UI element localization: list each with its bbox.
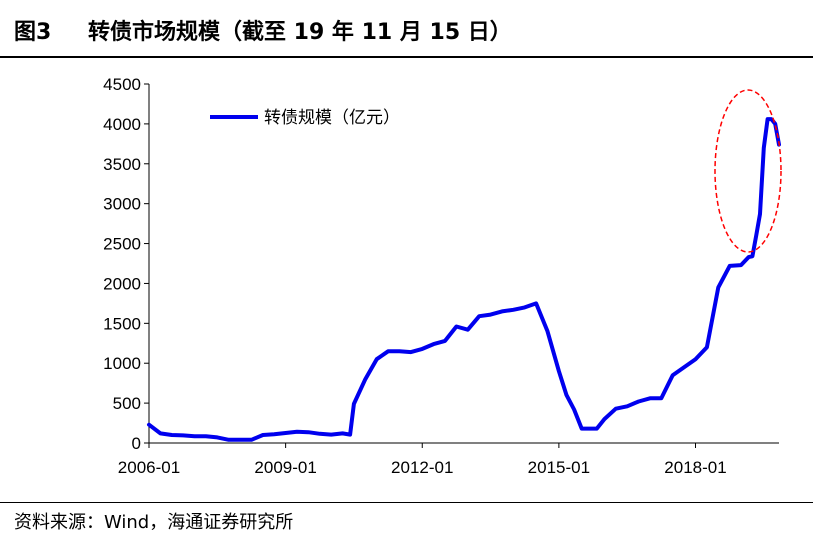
y-axis-ticks: 0 500 1000 1500 2000 2500 3000 3500 4000 4500 [103,75,149,453]
x-tick-label: 2006-01 [118,458,180,477]
x-tick-label: 2009-01 [254,458,316,477]
y-tick-label: 3500 [103,155,141,174]
figure-header: 图3 转债市场规模（截至 19 年 11 月 15 日） [0,0,813,60]
chart-axes [148,84,779,444]
figure-number: 图3 [14,20,52,45]
y-tick-label: 4000 [103,115,141,134]
x-tick-label: 2018-01 [664,458,726,477]
series-line-0 [147,117,781,442]
y-tick-label: 1000 [103,354,141,373]
source-note: 资料来源：Wind，海通证券研究所 [14,512,294,533]
y-tick-label: 3000 [103,195,141,214]
chart-legend: 转债规模（亿元） [210,108,400,128]
legend-label: 转债规模（亿元） [264,108,400,128]
header-divider [0,56,813,58]
figure-title: 转债市场规模（截至 19 年 11 月 15 日） [88,20,512,45]
y-tick-label: 0 [132,434,141,453]
y-tick-label: 2000 [103,274,141,293]
x-axis-ticks: 2006-01 2009-01 2012-01 2015-01 2018-01 [118,443,727,477]
line-chart: 0 500 1000 1500 2000 2500 3000 3500 4000 4500 200… [103,75,782,477]
footer-divider [0,502,813,503]
y-tick-label: 4500 [103,75,141,94]
y-tick-label: 1500 [103,314,141,333]
x-tick-label: 2015-01 [528,458,590,477]
chart-series [147,117,781,442]
y-tick-label: 500 [113,394,141,413]
y-tick-label: 2500 [103,235,141,254]
x-tick-label: 2012-01 [391,458,453,477]
highlight-ellipse [714,89,782,253]
